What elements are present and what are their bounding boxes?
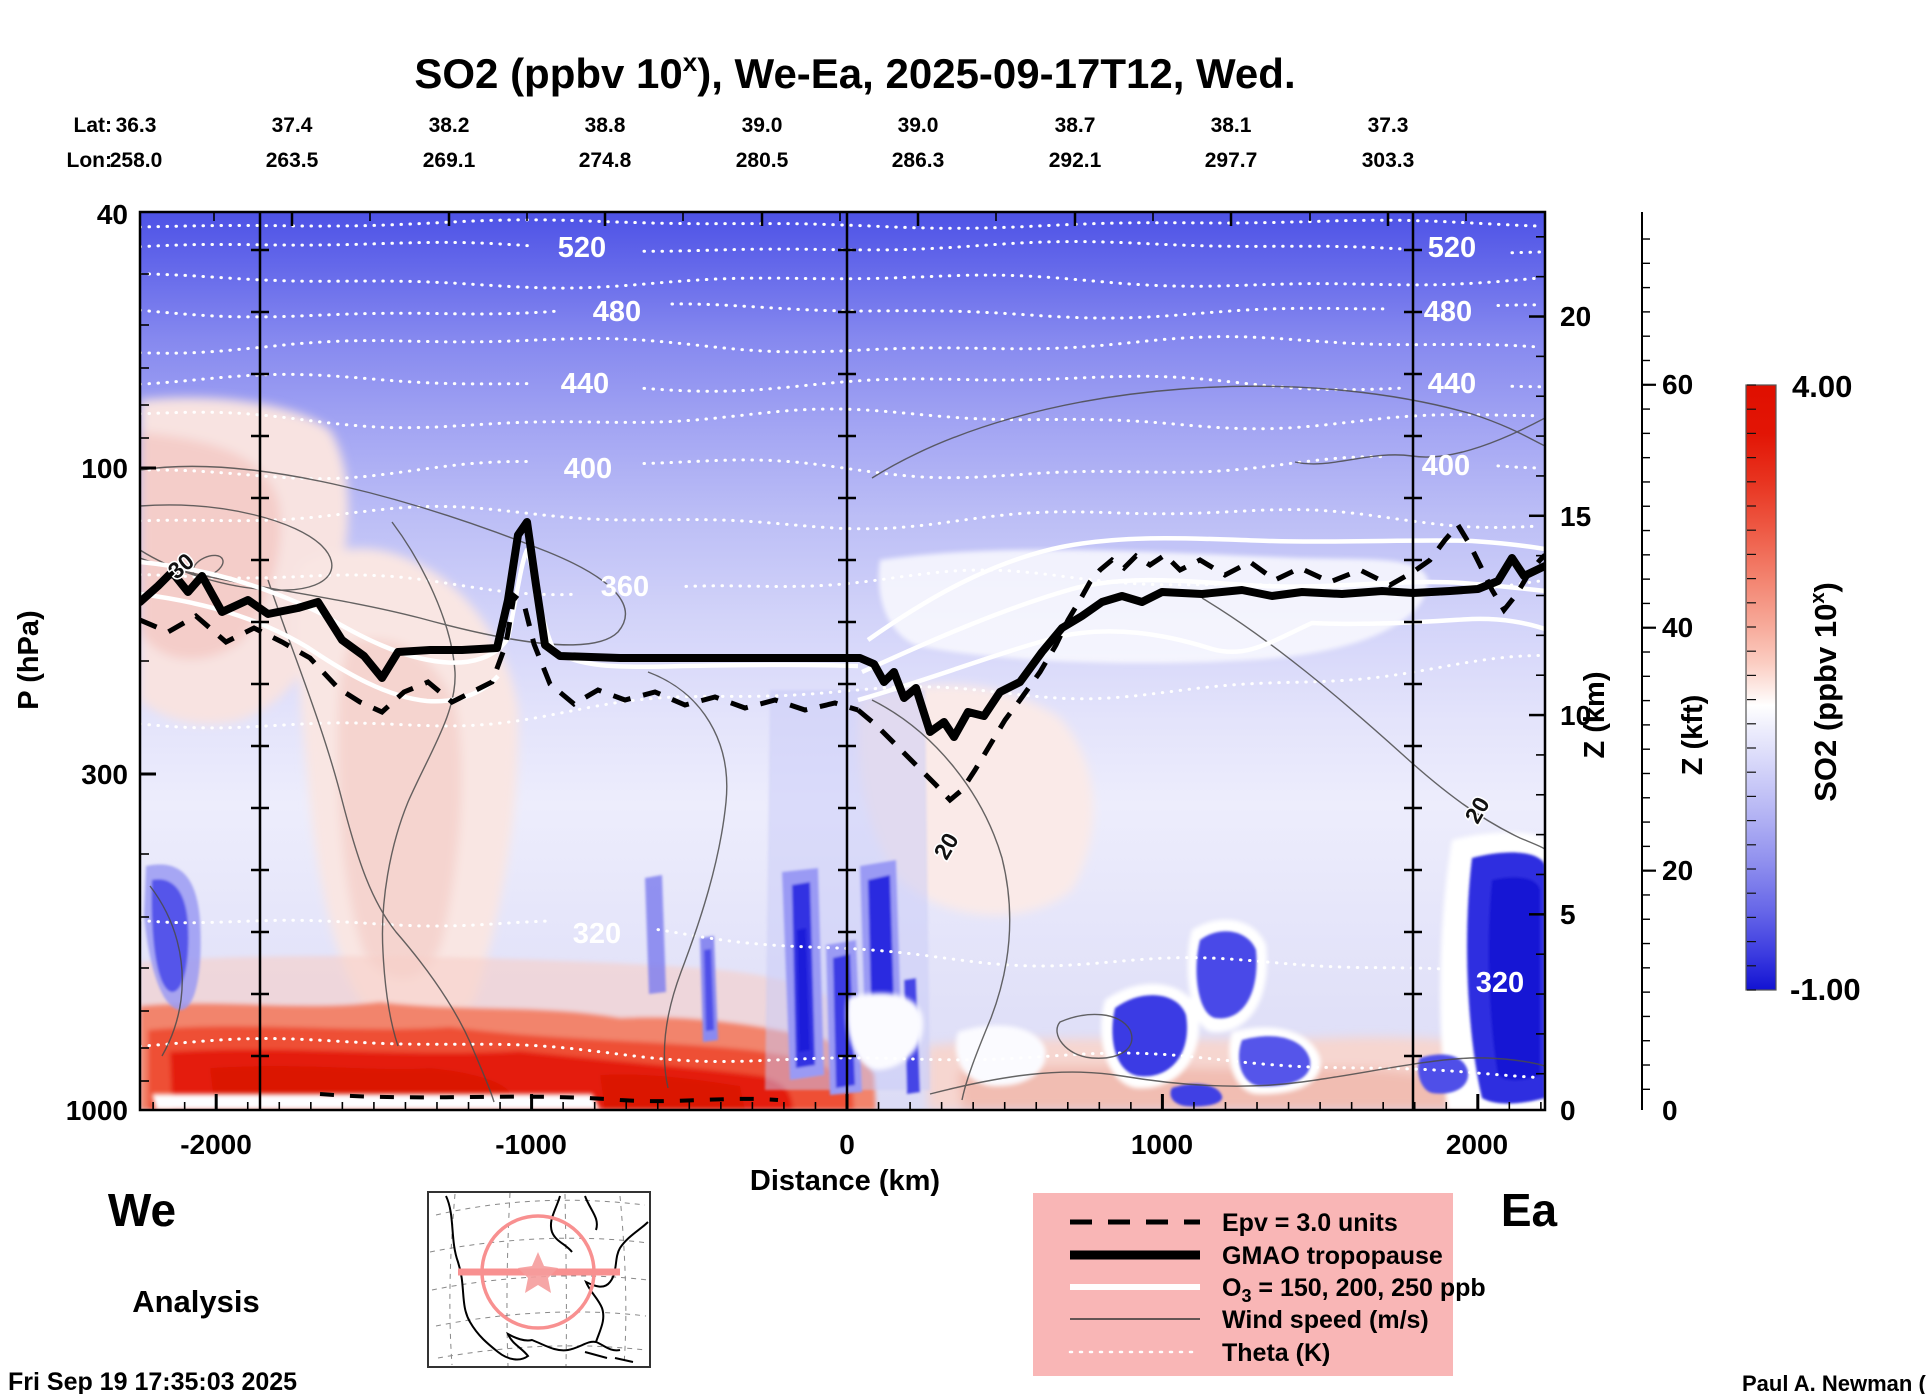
colorbar-axis-title: SO2 (ppbv 10x) [1807,582,1843,802]
theta-label: 360 [601,571,649,603]
bottom-axis-ticks [152,1094,1542,1110]
theta-label: 440 [561,368,609,400]
lon-row-label: Lon: [67,149,112,172]
lat-value: 39.0 [898,114,939,137]
theta-label: 320 [573,918,621,950]
eastern-blue-patches [1112,852,1545,1107]
lat-value: 37.3 [1368,114,1409,137]
kft-tick-label: 20 [1662,855,1693,886]
colorbar-min-label: -1.00 [1790,972,1861,1007]
distance-tick-label: 0 [839,1129,855,1160]
altitude-km-axis: 20 15 10 5 0 Z (km) [1560,301,1611,1126]
legend-theta-label: Theta (K) [1222,1339,1330,1367]
distance-tick-label: -2000 [180,1129,252,1160]
pressure-axis: 40 100 300 1000 P (hPa) [13,199,128,1126]
theta-label: 440 [1428,368,1476,400]
lat-row-label: Lat: [74,114,113,137]
analysis-label: Analysis [132,1284,260,1319]
km-tick-label: 20 [1560,301,1591,332]
theta-label: 320 [1476,967,1524,999]
credit-label: Paul A. Newman (NASA [1742,1371,1926,1394]
wind-speed-contours-group [140,385,1545,1103]
lat-value: 38.8 [585,114,626,137]
legend-tropopause-label: GMAO tropopause [1222,1242,1443,1270]
km-tick-label: 0 [1560,1095,1576,1126]
altitude-km-axis-title: Z (km) [1579,672,1611,759]
lon-value: 269.1 [423,149,476,172]
pressure-tick-label: 300 [81,759,128,790]
lon-value: 263.5 [266,149,319,172]
lon-value: 297.7 [1205,149,1258,172]
lat-value: 38.1 [1211,114,1252,137]
altitude-kft-axis-title: Z (kft) [1677,695,1709,776]
lon-value: 292.1 [1049,149,1102,172]
distance-tick-label: 1000 [1131,1129,1193,1160]
pressure-tick-label: 40 [97,199,128,230]
coastlines [445,1195,649,1363]
theta-label: 520 [1428,232,1476,264]
theta-contours-group [140,218,1542,1080]
altitude-kft-axis: 60 40 20 0 Z (kft) [1641,212,1709,1126]
colorbar-max-label: 4.00 [1792,369,1852,404]
chart-title: SO2 (ppbv 10x), We-Ea, 2025-09-17T12, We… [414,47,1295,97]
west-endpoint-label: We [108,1184,176,1236]
lon-value: 258.0 [110,149,163,172]
top-axis-ticks [213,212,1467,226]
kft-tick-label: 60 [1662,369,1693,400]
kft-tick-label: 40 [1662,612,1693,643]
epv-contour-group [140,520,1545,1104]
km-tick-label: 10 [1560,700,1591,731]
timestamp-label: Fri Sep 19 17:35:03 2025 [8,1368,297,1394]
theta-label: 480 [1424,296,1472,328]
distance-axis-title: Distance (km) [750,1165,940,1197]
graticule-lines [429,1192,649,1367]
legend-epv-label: Epv = 3.0 units [1222,1209,1398,1237]
section-center-star [518,1252,558,1293]
so2-field: 520 480 440 400 360 320 520 480 440 400 … [140,212,1545,1110]
lat-value: 39.0 [742,114,783,137]
km-tick-label: 15 [1560,501,1591,532]
lon-value: 280.5 [736,149,789,172]
theta-label: 400 [564,453,612,485]
right-axis-ticks [1529,236,1545,1075]
theta-label: 480 [593,296,641,328]
lat-value: 38.7 [1055,114,1096,137]
inset-map [427,1191,651,1368]
legend: Epv = 3.0 units GMAO tropopause O3 = 150… [1033,1193,1486,1376]
vertical-reference-lines [251,212,1422,1110]
lon-value: 286.3 [892,149,945,172]
lat-value: 36.3 [116,114,157,137]
pressure-axis-title: P (hPa) [13,610,45,709]
colorbar: 4.00 -1.00 SO2 (ppbv 10x) [1745,369,1861,1007]
distance-axis: -2000 -1000 0 1000 2000 Distance (km) [180,1129,1508,1197]
lon-value: 274.8 [579,149,632,172]
east-endpoint-label: Ea [1501,1184,1558,1236]
left-axis-ticks [140,273,156,1082]
lon-value: 303.3 [1362,149,1415,172]
distance-tick-label: 2000 [1446,1129,1508,1160]
theta-label: 520 [558,232,606,264]
tropopause-line [140,518,1545,741]
distance-tick-label: -1000 [495,1129,567,1160]
legend-ozone-label: O3 = 150, 200, 250 ppb [1222,1274,1486,1306]
pressure-tick-label: 1000 [66,1095,128,1126]
kft-tick-label: 0 [1662,1095,1678,1126]
km-tick-label: 5 [1560,899,1576,930]
legend-wind-label: Wind speed (m/s) [1222,1306,1429,1334]
lat-value: 38.2 [429,114,470,137]
top-axis-latlon: Lat: 36.3 37.4 38.2 38.8 39.0 39.0 38.7 … [67,114,1415,172]
pressure-tick-label: 100 [81,453,128,484]
theta-label: 400 [1422,450,1470,482]
lat-value: 37.4 [272,114,313,137]
